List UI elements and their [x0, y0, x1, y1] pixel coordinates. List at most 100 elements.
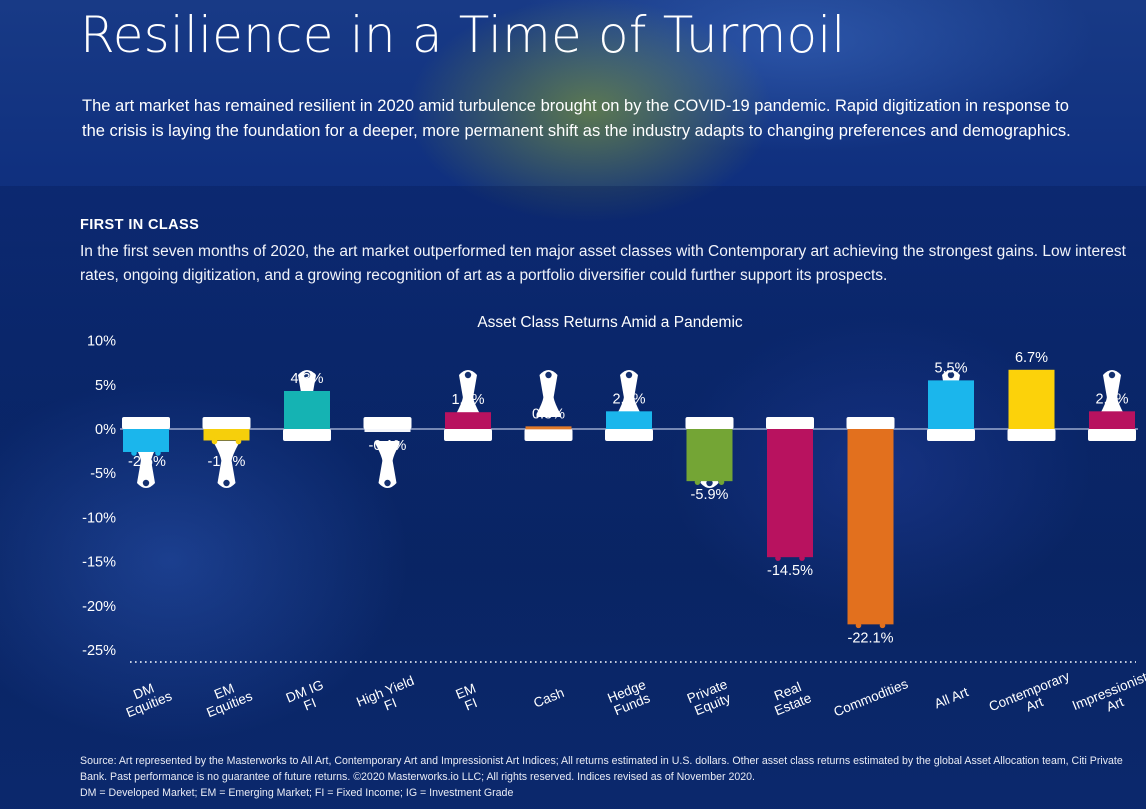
brush-handle — [620, 370, 638, 398]
section-body: In the first seven months of 2020, the a… — [80, 243, 1126, 284]
paint-drip — [131, 450, 137, 456]
brush-hole — [625, 371, 633, 379]
bar-group: 4.3% — [283, 370, 331, 441]
y-tick-label: -10% — [82, 510, 116, 526]
category-label-line: Commodities — [831, 676, 910, 720]
chart-marks: -2.6% -1.3% 4.3% -0.1% 1.9% 0.3% 2.0% -5.9% -14.… — [122, 350, 1136, 646]
bar — [1008, 369, 1055, 429]
paint-drip — [718, 479, 725, 485]
bar-group: -0.1% — [363, 417, 412, 488]
category-label: Cash — [531, 685, 566, 711]
data-label: 2.0% — [612, 391, 645, 407]
data-label: -14.5% — [767, 563, 813, 579]
y-tick-label: -5% — [90, 466, 116, 482]
bar-group: -14.5% — [766, 417, 814, 579]
bar — [445, 412, 491, 429]
brush-hole — [545, 371, 552, 379]
brush-handle — [1103, 370, 1121, 398]
category-label-line: All Art — [932, 684, 971, 711]
y-tick-label: -15% — [82, 555, 116, 571]
brush-neck — [536, 397, 561, 417]
y-tick-label: 5% — [95, 378, 116, 394]
bar — [1089, 411, 1135, 429]
brush-ferrule — [1088, 429, 1136, 441]
data-label: -2.6% — [128, 454, 166, 470]
bar — [686, 429, 733, 482]
bar — [364, 429, 411, 432]
category-label-line: EM — [212, 681, 236, 702]
category-label-line: EM — [453, 681, 477, 702]
category-label-line: FI — [382, 695, 399, 713]
brush-hole — [384, 479, 391, 487]
paint-drip — [775, 555, 781, 561]
category-label-line: FI — [463, 695, 480, 713]
bar-group: 0.3% — [524, 370, 573, 441]
category-label: All Art — [932, 684, 971, 711]
category-label: RealEstate — [767, 677, 813, 718]
brush-hole — [223, 479, 230, 487]
brush-ferrule — [1007, 429, 1056, 441]
bar-group: -1.3% — [202, 417, 251, 488]
brush-neck — [375, 441, 400, 461]
brush-hole — [706, 479, 713, 487]
paintbrush-icon — [122, 417, 170, 488]
section-heading: FIRST IN CLASS — [80, 217, 200, 233]
brush-neck — [214, 441, 239, 461]
category-label-line: DM — [131, 680, 156, 702]
category-label: HedgeFunds — [605, 677, 653, 719]
category-label-line: FI — [302, 695, 319, 713]
category-label: ImpressionistArt — [1070, 669, 1146, 726]
brush-ferrule — [927, 429, 975, 441]
data-label: 6.7% — [1015, 350, 1048, 366]
brush-ferrule — [605, 429, 653, 441]
data-label: 4.3% — [290, 371, 323, 387]
brush-neck — [456, 397, 480, 417]
brush-hole — [303, 371, 311, 379]
brush-handle — [137, 460, 155, 488]
paintbrush-icon — [444, 370, 492, 441]
brush-ferrule — [766, 417, 814, 429]
brush-handle — [217, 460, 236, 488]
brush-ferrule — [283, 429, 331, 441]
category-label: EMEquities — [199, 675, 255, 720]
paint-drip — [799, 555, 805, 561]
chart-title: Asset Class Returns Amid a Pandemic — [477, 314, 743, 331]
paint-drip — [211, 438, 218, 445]
bar — [928, 380, 974, 429]
bar-group: 1.9% — [444, 370, 492, 441]
bar — [284, 390, 330, 429]
bar — [606, 411, 652, 429]
data-label: -22.1% — [848, 630, 894, 646]
paint-drip — [155, 450, 161, 456]
y-axis: 10% 5% 0% -5% -10% -15% -20% -25% — [82, 334, 116, 659]
data-label: -1.3% — [208, 454, 246, 470]
source-note: Source: Art represented by the Masterwor… — [80, 755, 1123, 783]
y-tick-label: -25% — [82, 643, 116, 659]
brush-handle — [539, 370, 558, 398]
brush-handle — [459, 370, 477, 398]
paint-drip — [855, 622, 862, 629]
brush-handle — [378, 460, 397, 488]
brush-ferrule — [685, 417, 734, 429]
category-label: High YieldFI — [354, 673, 421, 723]
bar — [525, 426, 572, 430]
brush-hole — [947, 371, 955, 379]
bar-group: 5.5% — [927, 360, 975, 441]
paintbrush-icon — [605, 370, 653, 441]
brush-ferrule — [122, 417, 170, 429]
bar-group: -2.6% — [122, 417, 170, 488]
paint-drip — [694, 479, 701, 485]
paint-drip — [879, 622, 886, 629]
bar-group: 2.0% — [1088, 370, 1136, 441]
bar — [123, 429, 169, 452]
brush-hole — [1108, 371, 1116, 379]
footer-note: Source: Art represented by the Masterwor… — [80, 753, 1130, 801]
paintbrush-icon — [524, 370, 573, 441]
brush-hole — [142, 479, 150, 487]
abbreviations-note: DM = Developed Market; EM = Emerging Mar… — [80, 787, 514, 799]
brush-ferrule — [444, 429, 492, 441]
brush-ferrule — [202, 417, 251, 429]
y-tick-label: -20% — [82, 599, 116, 615]
brush-ferrule — [524, 429, 573, 441]
bar-group: 6.7% — [1007, 350, 1056, 441]
